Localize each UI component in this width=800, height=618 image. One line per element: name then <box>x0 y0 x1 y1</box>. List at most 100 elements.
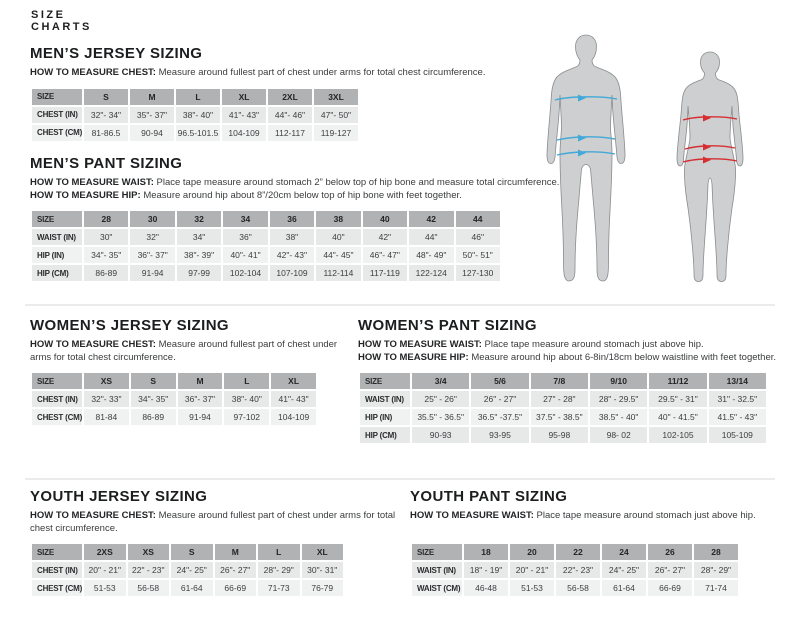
section-womens-pant: WOMEN’S PANT SIZING HOW TO MEASURE WAIST… <box>358 318 778 445</box>
value-cell: 26"- 27" <box>214 562 256 578</box>
value-cell: 51-53 <box>510 580 554 596</box>
size-header-cell: 32 <box>176 211 222 227</box>
size-header-cell: 13/14 <box>708 373 766 389</box>
size-header-cell: 30 <box>130 211 175 227</box>
size-header-cell: 40 <box>362 211 408 227</box>
mens-pant-size-table: SIZE 28 30 32 34 36 38 40 42 44 WAIST (IN) 30" 32" 34… <box>30 209 560 283</box>
howto-label: HOW TO MEASURE HIP: <box>30 189 141 201</box>
value-cell: 61-64 <box>602 580 646 596</box>
value-cell: 24"- 25" <box>171 562 213 578</box>
howto-text: Measure around hip about 8”/20cm below t… <box>143 189 462 201</box>
howto-text: Place tape measure around stomach just a… <box>536 510 756 521</box>
size-header-cell: L <box>258 544 300 560</box>
size-header-cell: XL <box>301 544 343 560</box>
size-table: SIZE 3/4 5/6 7/8 9/10 11/12 13/14 WAIST (IN) 25"… <box>358 371 768 445</box>
row-label: WAIST (IN) <box>412 562 462 578</box>
value-cell: 98- 02 <box>589 427 648 443</box>
value-cell: 81-84 <box>84 409 129 425</box>
howto-label: HOW TO MEASURE CHEST: <box>30 339 156 350</box>
size-header-cell: 3XL <box>314 88 358 105</box>
womens-jersey-heading: WOMEN’S JERSEY SIZING <box>30 317 229 334</box>
value-cell: 91-94 <box>130 265 175 281</box>
howto-label: HOW TO MEASURE CHEST: <box>30 67 156 78</box>
male-chest-arrow <box>554 94 618 102</box>
howto-text: Place tape measure around stomach 2” bel… <box>156 177 560 188</box>
row-label: HIP (IN) <box>360 409 410 425</box>
size-header-cell: 3/4 <box>412 373 470 389</box>
value-cell: 38.5" - 40" <box>589 409 648 425</box>
value-cell: 34"- 35" <box>130 391 176 407</box>
row-label: CHEST (IN) <box>32 391 82 407</box>
section-youth-pant: YOUTH PANT SIZING HOW TO MEASURE WAIST: … <box>410 489 770 598</box>
page-title: SIZE CHARTS <box>31 9 92 33</box>
howto-block: HOW TO MEASURE WAIST: Place tape measure… <box>410 510 770 535</box>
mens-jersey-size-table: SIZE S M L XL 2XL 3XL CHEST (IN) 32"- 34" 35"- 37… <box>30 87 550 143</box>
value-cell: 22" - 23" <box>127 562 169 578</box>
value-cell: 38"- 40" <box>176 106 220 123</box>
size-header-cell: 38 <box>316 211 361 227</box>
value-cell: 66-69 <box>648 580 692 596</box>
womens-pant-heading: WOMEN’S PANT SIZING <box>358 317 537 334</box>
size-header-cell: S <box>171 544 213 560</box>
howto-text: Measure around fullest part of chest und… <box>30 510 396 534</box>
howto-text: Measure around hip about 6-8in/18cm belo… <box>471 351 777 363</box>
female-waist-arrow <box>684 143 736 151</box>
howto-block: HOW TO MEASURE CHEST: Measure around ful… <box>30 510 398 535</box>
value-cell: 86-89 <box>84 265 129 281</box>
value-cell: 97-102 <box>224 409 270 425</box>
value-cell: 112-117 <box>268 124 312 141</box>
section-youth-jersey: YOUTH JERSEY SIZING HOW TO MEASURE CHEST… <box>30 489 398 598</box>
value-cell: 30" <box>84 229 129 245</box>
value-cell: 119-127 <box>314 124 358 141</box>
section-womens-jersey: WOMEN’S JERSEY SIZING HOW TO MEASURE CHE… <box>30 318 342 427</box>
size-header-cell: XS <box>127 544 169 560</box>
value-cell: 26"- 27" <box>648 562 692 578</box>
value-cell: 44" <box>409 229 454 245</box>
size-header-cell: XL <box>222 88 266 105</box>
value-cell: 38"- 40" <box>224 391 270 407</box>
value-cell: 42"- 43" <box>269 247 315 263</box>
size-header-cell: 34 <box>223 211 268 227</box>
size-table: SIZE 2XS XS S M L XL CHEST (IN) 20" - 21" 22" - 2… <box>30 542 345 598</box>
value-cell: 95-98 <box>530 427 588 443</box>
value-cell: 42" <box>362 229 408 245</box>
size-header-cell: 36 <box>269 211 315 227</box>
value-cell: 40" - 41.5" <box>649 409 707 425</box>
value-cell: 102-104 <box>223 265 268 281</box>
value-cell: 117-119 <box>362 265 408 281</box>
howto-label: HOW TO MEASURE WAIST: <box>410 510 534 521</box>
size-header-cell: 20 <box>510 544 554 560</box>
row-label: CHEST (CM) <box>32 409 82 425</box>
value-cell: 32"- 34" <box>84 106 128 123</box>
howto-block: HOW TO MEASURE WAIST: Place tape measure… <box>358 339 778 364</box>
value-cell: 112-114 <box>316 265 361 281</box>
value-cell: 61-64 <box>171 580 213 596</box>
value-cell: 122-124 <box>409 265 454 281</box>
value-cell: 48"- 49" <box>409 247 454 263</box>
howto-label: HOW TO MEASURE WAIST: <box>30 177 154 188</box>
value-cell: 41.5" - 43" <box>708 409 766 425</box>
womens-jersey-size-table: SIZE XS S M L XL CHEST (IN) 32"- 33" 34"- 35" 36"… <box>30 371 342 427</box>
value-cell: 37.5" - 38.5" <box>530 409 588 425</box>
value-cell: 32"- 33" <box>84 391 129 407</box>
value-cell: 66-69 <box>214 580 256 596</box>
value-cell: 105-109 <box>708 427 766 443</box>
row-label: CHEST (IN) <box>32 106 82 123</box>
size-header-cell: 11/12 <box>649 373 707 389</box>
value-cell: 96.5-101.5 <box>176 124 220 141</box>
size-header-cell: 26 <box>648 544 692 560</box>
value-cell: 24"- 25" <box>602 562 646 578</box>
size-column-header: SIZE <box>360 373 410 389</box>
value-cell: 51-53 <box>84 580 126 596</box>
row-label: HIP (CM) <box>360 427 410 443</box>
size-header-cell: S <box>130 373 176 389</box>
value-cell: 36"- 37" <box>177 391 223 407</box>
row-label: CHEST (IN) <box>32 562 82 578</box>
size-header-cell: XL <box>271 373 316 389</box>
size-header-cell: 7/8 <box>530 373 588 389</box>
value-cell: 18" - 19" <box>464 562 508 578</box>
female-silhouette <box>676 51 744 282</box>
howto-line: HOW TO MEASURE CHEST: Measure around ful… <box>30 67 550 80</box>
value-cell: 46"- 47" <box>362 247 408 263</box>
size-header-cell: M <box>214 544 256 560</box>
